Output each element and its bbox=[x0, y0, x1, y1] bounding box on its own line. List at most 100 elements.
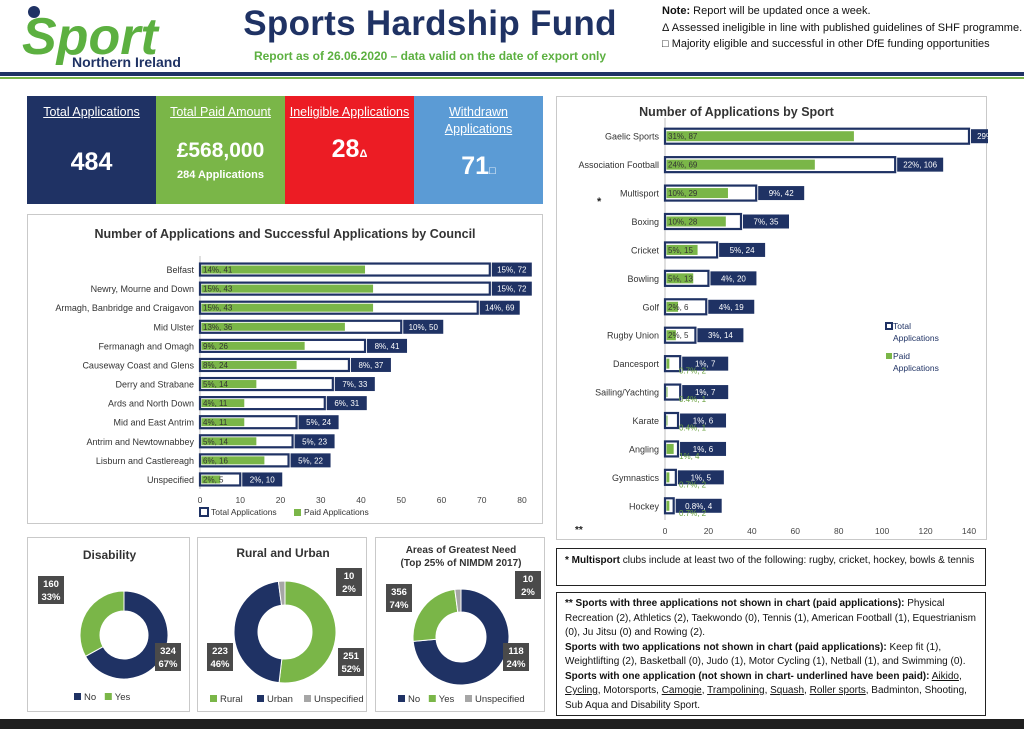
category-label: Belfast bbox=[166, 265, 194, 275]
category-label: Gaelic Sports bbox=[605, 132, 660, 142]
donut-label-bg bbox=[515, 571, 541, 599]
sport-item: , bbox=[701, 685, 708, 696]
kpi-total-paid: Total Paid Amount £568,000 284 Applicati… bbox=[156, 96, 285, 204]
legend-label: No bbox=[84, 692, 96, 703]
legend-swatch bbox=[465, 695, 472, 702]
paid-bar bbox=[201, 284, 374, 293]
paid-bar bbox=[201, 360, 297, 369]
sport-chart-title: Number of Applications by Sport bbox=[639, 105, 834, 119]
donut-label-count: 324 bbox=[160, 646, 177, 657]
legend-label: Rural bbox=[220, 694, 243, 705]
donut-label-pct: 2% bbox=[342, 584, 356, 595]
category-label: Antrim and Newtownabbey bbox=[86, 437, 194, 447]
total-data-label: 2%, 10 bbox=[250, 475, 275, 484]
paid-data-label: 5%, 14 bbox=[203, 380, 228, 389]
total-label-bg bbox=[677, 470, 724, 485]
paid-bar bbox=[201, 341, 305, 350]
total-data-label: 1%, 7 bbox=[695, 360, 716, 369]
paid-bar bbox=[201, 265, 366, 274]
donut-label-bg bbox=[338, 648, 364, 676]
sports-not-shown-note: ** Sports with three applications not sh… bbox=[556, 592, 986, 716]
total-data-label: 1%, 5 bbox=[691, 473, 712, 482]
paid-data-label: 0.7%, 2 bbox=[679, 480, 707, 489]
legend-label: Unspecified bbox=[475, 694, 525, 705]
total-data-label: 3%, 14 bbox=[708, 331, 733, 340]
total-label-bg bbox=[710, 271, 757, 286]
donut-slice bbox=[278, 580, 337, 684]
total-label-bg bbox=[350, 357, 391, 372]
total-data-label: 29%, 140 bbox=[977, 132, 988, 141]
total-label-bg bbox=[758, 186, 805, 201]
total-label-bg bbox=[897, 157, 944, 172]
multisport-note: * Multisport clubs include at least two … bbox=[556, 548, 986, 586]
total-label-bg bbox=[298, 415, 339, 430]
paid-bar bbox=[201, 303, 374, 312]
paid-bar bbox=[201, 456, 265, 465]
donut-label-count: 356 bbox=[391, 587, 407, 598]
donut-label-bg bbox=[207, 643, 233, 671]
paid-bar bbox=[666, 443, 674, 454]
donut-label-pct: 24% bbox=[506, 659, 526, 670]
donut-label-bg bbox=[386, 584, 412, 612]
sport-item: , bbox=[804, 685, 810, 696]
paid-bar bbox=[666, 301, 679, 312]
legend-label: Unspecified bbox=[314, 694, 364, 705]
x-tick-label: 0 bbox=[663, 526, 668, 536]
sport-item: Aikido bbox=[931, 670, 959, 682]
sport-item: Camogie bbox=[661, 685, 702, 696]
total-data-label: 15%, 72 bbox=[497, 266, 527, 275]
paid-data-label: 5%, 14 bbox=[203, 437, 228, 446]
donut-label-pct: 74% bbox=[389, 600, 409, 611]
total-data-label: 8%, 41 bbox=[375, 342, 400, 351]
disability-panel: Disability 324 67% 160 33% No Yes bbox=[27, 537, 190, 712]
paid-data-label: 0.4%, 1 bbox=[679, 424, 707, 433]
legend-paid-label: Paid Applications bbox=[304, 507, 369, 517]
paid-bar bbox=[201, 437, 257, 446]
donut-slice bbox=[412, 588, 459, 642]
donut-label-count: 10 bbox=[344, 571, 355, 582]
paid-data-label: 31%, 87 bbox=[668, 132, 698, 141]
category-label: Rugby Union bbox=[607, 331, 659, 341]
x-tick-label: 140 bbox=[962, 526, 976, 536]
paid-data-label: 0.7%, 2 bbox=[679, 509, 707, 518]
legend-label: No bbox=[408, 694, 420, 705]
total-label-bg bbox=[680, 441, 727, 456]
total-data-label: 9%, 42 bbox=[769, 189, 794, 198]
category-label: Multisport bbox=[620, 189, 660, 199]
donut-label-pct: 46% bbox=[210, 659, 230, 670]
paid-data-label: 0.4%, 1 bbox=[679, 395, 707, 404]
paid-bar bbox=[666, 330, 676, 341]
paid-bar bbox=[666, 273, 694, 284]
council-chart: 0 10 20 30 40 50 60 70 80 Belfast 15%, 72 14%, 41 Ne… bbox=[55, 256, 532, 517]
header-notes: Note: Report will be updated once a week… bbox=[662, 3, 1022, 53]
legend-swatch bbox=[74, 693, 81, 700]
donut-slice bbox=[277, 580, 286, 606]
total-data-label: 10%, 50 bbox=[409, 323, 439, 332]
total-label-bg bbox=[294, 434, 335, 449]
category-label: Fermanagh and Omagh bbox=[98, 341, 194, 351]
total-bar bbox=[663, 411, 680, 430]
sport-item: , Motorsports, bbox=[597, 685, 662, 696]
paid-data-label: 15%, 43 bbox=[203, 304, 233, 313]
donut-label-bg bbox=[38, 576, 64, 604]
donut-slice bbox=[79, 590, 125, 658]
donut-label-pct: 52% bbox=[341, 664, 361, 675]
sport-chart-panel: Number of Applications by Sport 0 20 40 60 8… bbox=[556, 96, 988, 540]
total-label-bg bbox=[334, 377, 375, 392]
x-tick-label: 60 bbox=[437, 495, 447, 505]
legend-label: Urban bbox=[267, 694, 293, 705]
total-data-label: 5%, 24 bbox=[306, 418, 331, 427]
logo-word: Sport bbox=[22, 8, 160, 66]
category-label: Unspecified bbox=[147, 475, 194, 485]
total-label-bg bbox=[290, 453, 331, 468]
total-label-bg bbox=[682, 356, 729, 371]
sport-item: , Badminton, Shooting, Sub Aqua and Disa… bbox=[565, 685, 967, 711]
paid-data-label: 10%, 28 bbox=[668, 218, 698, 227]
x-tick-label: 20 bbox=[704, 526, 714, 536]
paid-data-label: 14%, 41 bbox=[203, 266, 233, 275]
x-tick-label: 120 bbox=[918, 526, 932, 536]
multisport-mark: * bbox=[597, 196, 602, 208]
total-label-bg bbox=[680, 413, 727, 428]
total-data-label: 7%, 33 bbox=[342, 380, 367, 389]
paid-bar bbox=[666, 188, 728, 199]
